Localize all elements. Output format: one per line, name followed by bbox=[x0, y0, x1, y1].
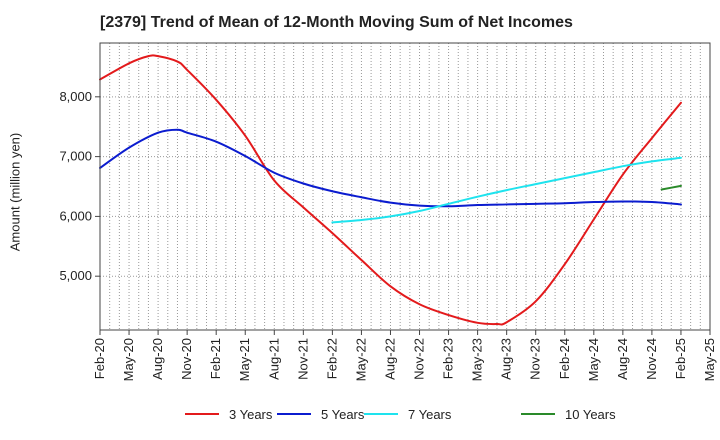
line-chart: 5,000 6,000 7,000 8,000 Feb-20 May-20 Aug-20 No… bbox=[59, 42, 717, 381]
x-tick-label: Feb-23 bbox=[441, 338, 456, 379]
x-tick-label: Feb-25 bbox=[673, 338, 688, 379]
y-tick-label: 5,000 bbox=[59, 268, 92, 283]
legend-swatch bbox=[521, 413, 555, 415]
series-line-7-years bbox=[331, 156, 682, 224]
x-tick-label: Feb-24 bbox=[557, 338, 572, 379]
legend-label: 5 Years bbox=[321, 406, 365, 422]
x-tick-label: May-20 bbox=[121, 338, 136, 381]
series-line-5-years bbox=[99, 128, 682, 208]
legend-swatch bbox=[277, 413, 311, 415]
x-tick-label: May-23 bbox=[470, 338, 485, 381]
x-tick-label: Aug-21 bbox=[266, 338, 281, 380]
legend-label: 10 Years bbox=[565, 406, 616, 422]
x-tick-label: Aug-20 bbox=[150, 338, 165, 380]
x-tick-label: Nov-22 bbox=[412, 338, 427, 380]
plot-frame bbox=[99, 42, 711, 331]
legend-label: 3 Years bbox=[229, 406, 273, 422]
x-tick-label: Aug-22 bbox=[382, 338, 397, 380]
legend-item-10-years: 10 Years bbox=[521, 404, 616, 424]
legend-label: 7 Years bbox=[408, 406, 452, 422]
legend-item-7-years: 7 Years bbox=[364, 404, 451, 424]
legend-item-5-years: 5 Years bbox=[277, 404, 364, 424]
y-tick-label: 8,000 bbox=[59, 89, 92, 104]
legend-swatch bbox=[185, 413, 219, 415]
x-tick-label: Nov-20 bbox=[179, 338, 194, 380]
x-tick-label: Nov-24 bbox=[644, 338, 659, 380]
x-tick-label: May-24 bbox=[586, 338, 601, 381]
x-tick-label: May-25 bbox=[702, 338, 717, 381]
legend: 3 Years 5 Years 7 Years 10 Years bbox=[0, 404, 720, 424]
y-tick-label: 7,000 bbox=[59, 149, 92, 164]
legend-item-3-years: 3 Years bbox=[185, 404, 272, 424]
grid-layer bbox=[100, 43, 710, 330]
y-tick-label: 6,000 bbox=[59, 208, 92, 223]
axis-layer: 5,000 6,000 7,000 8,000 Feb-20 May-20 Aug-20 No… bbox=[59, 42, 717, 381]
x-tick-label: Nov-21 bbox=[295, 338, 310, 380]
x-tick-label: Aug-23 bbox=[499, 338, 514, 380]
x-tick-label: May-22 bbox=[353, 338, 368, 381]
chart-title: [2379] Trend of Mean of 12-Month Moving … bbox=[100, 14, 573, 31]
series-layer bbox=[99, 54, 682, 326]
x-tick-label: May-21 bbox=[237, 338, 252, 381]
x-tick-label: Aug-24 bbox=[615, 338, 630, 380]
x-tick-label: Nov-23 bbox=[528, 338, 543, 380]
x-tick-label: Feb-22 bbox=[324, 338, 339, 379]
series-line-3-years bbox=[99, 54, 682, 326]
x-tick-label: Feb-20 bbox=[92, 338, 107, 379]
series-line-10-years bbox=[660, 184, 682, 191]
x-tick-label: Feb-21 bbox=[208, 338, 223, 379]
legend-swatch bbox=[364, 413, 398, 415]
